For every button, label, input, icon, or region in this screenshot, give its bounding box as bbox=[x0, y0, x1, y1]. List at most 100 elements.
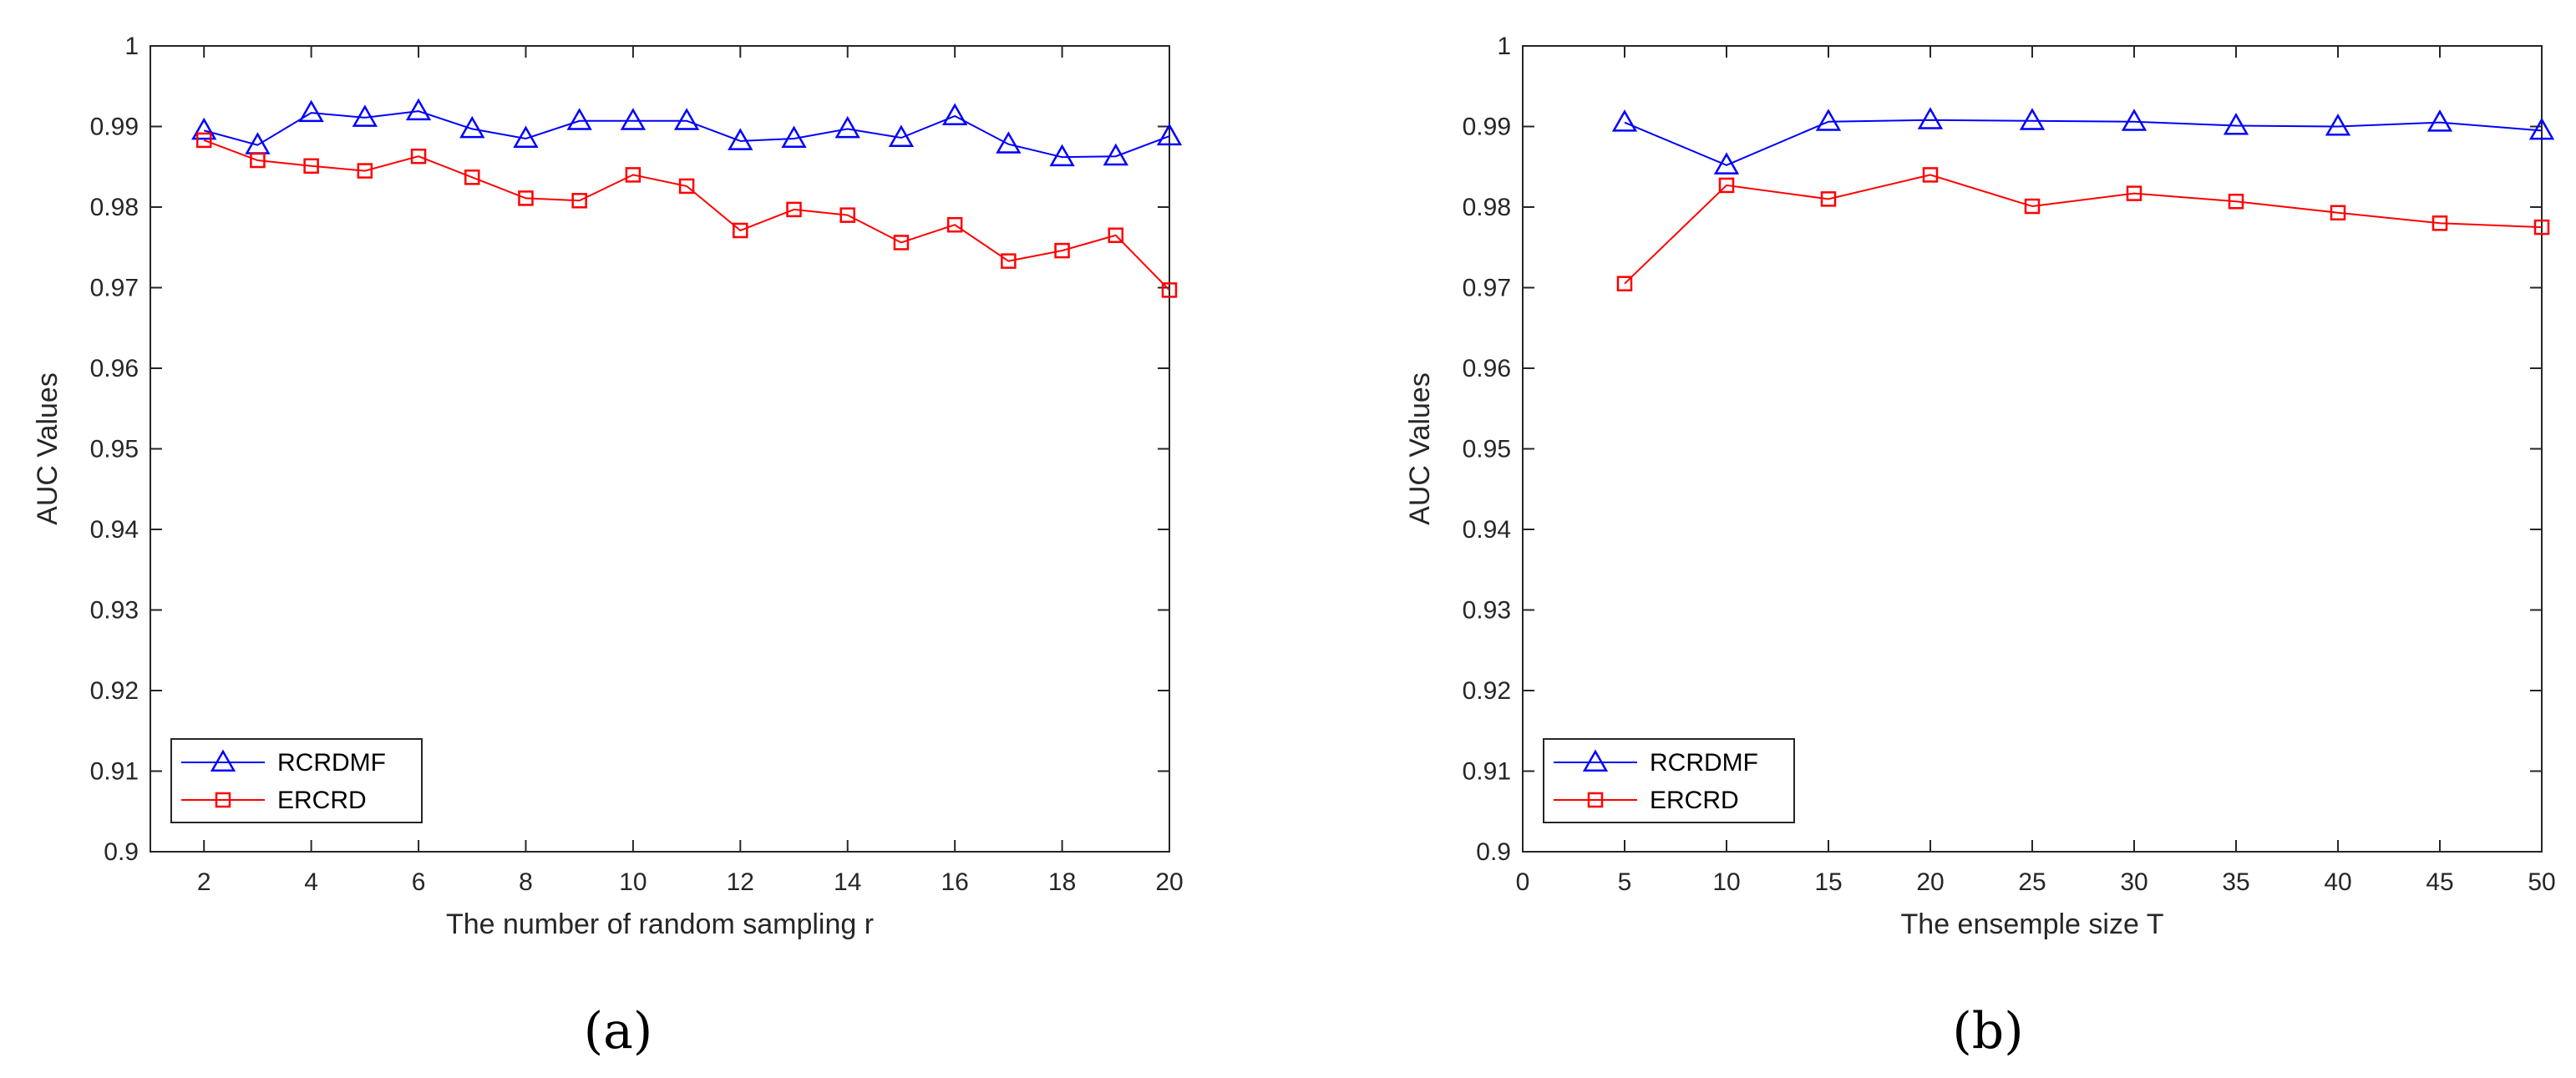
data-point: RCRDMF (35, 0.99) bbox=[2223, 113, 2249, 135]
legend-label: RCRDMF bbox=[1650, 749, 1758, 777]
x-tick-label: 15 bbox=[1814, 868, 1842, 896]
data-point: RCRDMF (50, 0.99) bbox=[2528, 117, 2555, 140]
data-point: ERCRD (5, 0.971) bbox=[1616, 276, 1633, 291]
legend-box bbox=[1543, 738, 1795, 823]
data-point: RCRDMF (15, 0.991) bbox=[1815, 109, 1842, 131]
x-axis-label: The ensemple size T bbox=[1901, 908, 2164, 940]
series-rcrdmf: RCRDMF (2, 0.99)RCRDMF (3, 0.988)RCRDMF … bbox=[191, 98, 1183, 167]
series-rcrdmf: RCRDMF (5, 0.991) RCRDMF (10, 0.985) RCRDM… bbox=[1611, 107, 2555, 175]
data-point: ERCRD (15, 0.976) bbox=[893, 235, 910, 251]
x-tick-label: 20 bbox=[1155, 868, 1183, 896]
data-point: ERCRD (14, 0.979) bbox=[839, 207, 855, 223]
data-point: ERCRD (18, 0.975) bbox=[1054, 242, 1070, 259]
data-point: ERCRD (4, 0.985) bbox=[303, 158, 319, 175]
x-tick-label: 14 bbox=[834, 868, 861, 896]
y-tick-label: 0.95 bbox=[1463, 436, 1511, 463]
x-axis-label: The number of random sampling r bbox=[446, 908, 874, 940]
data-point: ERCRD (20, 0.97) bbox=[1161, 282, 1178, 298]
y-tick-label: 0.96 bbox=[90, 355, 139, 382]
x-tick-label: 35 bbox=[2222, 868, 2249, 896]
y-tick-label: 0.99 bbox=[1463, 114, 1511, 141]
data-point: RCRDMF (17, 0.988) bbox=[996, 131, 1022, 154]
x-tick-label: 0 bbox=[1516, 868, 1530, 896]
y-tick-label: 0.93 bbox=[90, 597, 139, 625]
data-point: ERCRD (15, 0.981) bbox=[1820, 191, 1837, 207]
data-point: ERCRD (40, 0.979) bbox=[2330, 205, 2346, 221]
data-point: RCRDMF (19, 0.986) bbox=[1103, 143, 1128, 166]
series-line bbox=[203, 110, 1170, 159]
legend-label: ERCRD bbox=[277, 787, 367, 814]
data-point: RCRDMF (25, 0.991) bbox=[2019, 108, 2046, 130]
data-point: RCRDMF (45, 0.991) bbox=[2426, 109, 2453, 132]
y-axis-label: AUC Values bbox=[1404, 372, 1436, 525]
data-point: RCRDMF (4, 0.992) bbox=[298, 99, 324, 123]
y-tick-label: 0.98 bbox=[90, 194, 139, 221]
x-tick-label: 2 bbox=[197, 868, 211, 896]
x-tick-label: 6 bbox=[412, 868, 426, 896]
y-tick-label: 0.96 bbox=[1463, 355, 1511, 382]
x-tick-label: 8 bbox=[519, 868, 533, 896]
chart-panel-a: 0.9 0.91 0.92 0.93 0.94 0.95 0.96 0.97 0.98 0.99 1… bbox=[32, 33, 1184, 1060]
y-tick-label: 0.91 bbox=[1463, 758, 1511, 786]
data-point: ERCRD (50, 0.978) bbox=[2533, 219, 2550, 235]
y-tick-label: 1 bbox=[124, 33, 139, 60]
legend: RCRDMF ERCRD bbox=[1543, 738, 1795, 823]
data-point: ERCRD (8, 0.981) bbox=[518, 190, 534, 206]
data-point: RCRDMF (20, 0.991) bbox=[1917, 107, 1944, 129]
data-point: ERCRD (19, 0.977) bbox=[1108, 227, 1124, 244]
data-point: RCRDMF (8, 0.989) bbox=[513, 125, 539, 148]
x-tick-label: 5 bbox=[1618, 868, 1632, 896]
panel-label: (b) bbox=[1952, 1002, 2023, 1060]
data-point: RCRDMF (20, 0.989) bbox=[1156, 123, 1183, 146]
x-tick-label: 30 bbox=[2120, 868, 2148, 896]
legend: RCRDMF ERCRD bbox=[170, 738, 423, 823]
data-point: ERCRD (35, 0.981) bbox=[2228, 193, 2244, 210]
x-tick-label: 20 bbox=[1916, 868, 1944, 896]
data-point: RCRDMF (30, 0.991) bbox=[2121, 109, 2148, 131]
series-line bbox=[1624, 119, 2543, 166]
data-point: RCRDMF (12, 0.988) bbox=[728, 128, 753, 150]
data-point: ERCRD (10, 0.983) bbox=[1718, 177, 1735, 194]
data-point: ERCRD (2, 0.988) bbox=[195, 132, 212, 149]
data-point: RCRDMF (10, 0.991) bbox=[620, 108, 647, 130]
y-tick-label: 0.92 bbox=[90, 677, 139, 705]
legend-marker bbox=[215, 792, 231, 808]
x-tick-label: 4 bbox=[304, 868, 318, 896]
legend-box bbox=[170, 738, 423, 823]
x-tick-label: 50 bbox=[2528, 868, 2555, 896]
data-point: ERCRD (16, 0.978) bbox=[946, 216, 963, 233]
data-point: RCRDMF (13, 0.989) bbox=[781, 125, 807, 148]
x-tick-label: 16 bbox=[941, 868, 968, 896]
plot-area bbox=[1522, 45, 2543, 853]
data-point: RCRDMF (14, 0.99) bbox=[834, 115, 860, 139]
data-point: ERCRD (12, 0.977) bbox=[733, 222, 748, 239]
x-tick-label: 18 bbox=[1048, 868, 1076, 896]
data-point: RCRDMF (5, 0.991) bbox=[352, 104, 378, 127]
data-point: ERCRD (10, 0.984) bbox=[625, 167, 641, 183]
data-point: ERCRD (45, 0.978) bbox=[2431, 215, 2448, 231]
legend-label: ERCRD bbox=[1650, 787, 1739, 814]
x-tick-label: 25 bbox=[2018, 868, 2046, 896]
data-point: RCRDMF (9, 0.991) bbox=[566, 108, 592, 130]
panel-label: (a) bbox=[584, 1002, 653, 1060]
data-point: ERCRD (11, 0.983) bbox=[678, 178, 695, 195]
y-tick-label: 0.94 bbox=[90, 516, 139, 544]
y-tick-label: 0.98 bbox=[1463, 194, 1511, 221]
x-tick-label: 10 bbox=[1712, 868, 1740, 896]
data-point: ERCRD (20, 0.984) bbox=[1922, 167, 1939, 183]
data-point: ERCRD (6, 0.986) bbox=[410, 148, 427, 164]
series-line bbox=[203, 139, 1170, 291]
y-tick-label: 0.92 bbox=[1463, 677, 1511, 705]
data-point: RCRDMF (10, 0.985) bbox=[1713, 152, 1740, 175]
data-point: RCRDMF (18, 0.986) bbox=[1049, 144, 1075, 167]
data-point: ERCRD (7, 0.984) bbox=[464, 170, 480, 185]
series-line bbox=[1624, 174, 2543, 285]
data-point: ERCRD (17, 0.973) bbox=[1001, 253, 1017, 269]
y-tick-label: 0.99 bbox=[90, 114, 139, 141]
series-ercrd: ERCRD (2, 0.988) ERCRD (3, 0.986) ERCRD (4… bbox=[195, 132, 1178, 298]
series-ercrd: ERCRD (5, 0.971) ERCRD (10, 0.983) ERCRD (… bbox=[1616, 167, 2550, 291]
plot-area bbox=[150, 45, 1170, 853]
y-tick-label: 0.95 bbox=[90, 436, 139, 463]
data-point: ERCRD (30, 0.982) bbox=[2126, 185, 2142, 201]
